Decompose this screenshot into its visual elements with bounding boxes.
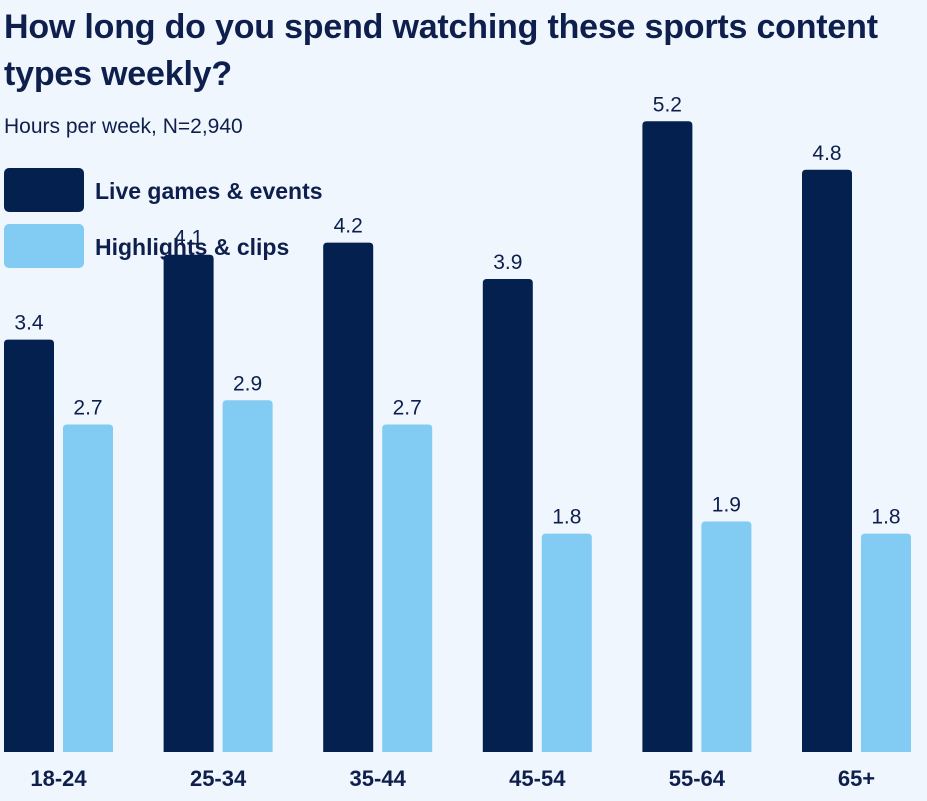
bar-live-65+ <box>802 169 852 752</box>
data-label-live-35-44: 4.2 <box>334 215 363 238</box>
bar-highlights-25-34 <box>222 400 273 752</box>
x-tick-label-45-54: 45-54 <box>509 766 566 791</box>
legend-label-live-games: Live games & events <box>95 178 323 204</box>
bar-live-55-64 <box>642 121 693 752</box>
data-label-live-45-54: 3.9 <box>493 251 522 274</box>
x-tick-label-18-24: 18-24 <box>30 766 87 791</box>
data-label-live-18-24: 3.4 <box>14 312 44 335</box>
x-tick-label-55-64: 55-64 <box>669 766 726 791</box>
data-label-highlights-55-64: 1.9 <box>712 494 741 517</box>
data-label-highlights-25-34: 2.9 <box>233 372 262 395</box>
x-tick-label-35-44: 35-44 <box>350 766 407 791</box>
bar-live-18-24 <box>4 339 54 752</box>
x-tick-label-25-34: 25-34 <box>190 766 247 791</box>
bar-live-25-34 <box>163 254 214 753</box>
data-label-live-55-64: 5.2 <box>653 93 682 116</box>
bar-live-45-54 <box>482 278 533 752</box>
data-label-highlights-35-44: 2.7 <box>393 397 422 420</box>
legend-swatch-live-games <box>4 168 84 212</box>
chart-subtitle: Hours per week, N=2,940 <box>4 115 243 138</box>
chart-title: How long do you spend watching these spo… <box>4 8 878 93</box>
bar-highlights-65+ <box>861 533 911 752</box>
bar-highlights-55-64 <box>701 521 752 752</box>
data-label-highlights-18-24: 2.7 <box>73 397 102 420</box>
data-label-live-25-34: 4.1 <box>174 227 203 250</box>
data-label-highlights-45-54: 1.8 <box>552 506 581 529</box>
x-tick-label-65+: 65+ <box>838 766 875 791</box>
bar-highlights-18-24 <box>63 424 113 752</box>
bar-highlights-45-54 <box>541 533 592 752</box>
legend-swatch-highlights <box>4 224 84 268</box>
bar-live-35-44 <box>323 242 374 753</box>
bar-highlights-35-44 <box>382 424 433 752</box>
data-label-highlights-65+: 1.8 <box>871 506 900 529</box>
data-label-live-65+: 4.8 <box>812 142 841 165</box>
